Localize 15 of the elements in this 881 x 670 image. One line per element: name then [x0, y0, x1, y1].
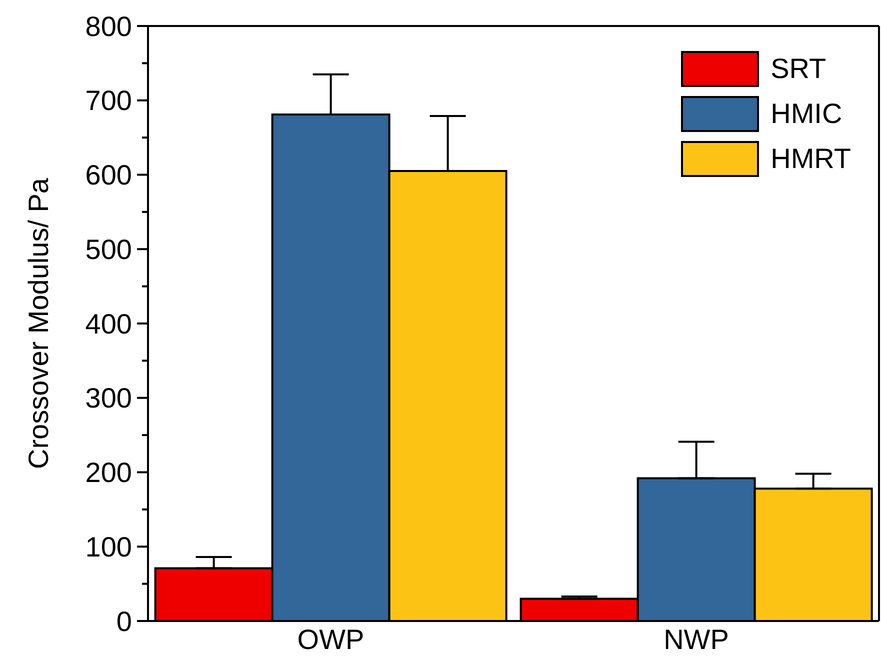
y-tick-label: 200 [85, 457, 132, 488]
legend-label: HMRT [770, 142, 851, 174]
legend-label: SRT [770, 52, 826, 84]
x-tick-label: OWP [297, 624, 364, 655]
y-tick-label: 300 [85, 382, 132, 414]
y-tick-label: 500 [85, 234, 132, 265]
y-tick-label: 800 [85, 10, 132, 42]
y-tick-label: 100 [85, 531, 132, 562]
y-tick-label: 400 [85, 308, 132, 340]
y-tick-label: 600 [85, 160, 132, 191]
y-tick-label: 700 [85, 85, 132, 116]
y-axis-title: Crossover Modulus/ Pa [22, 178, 54, 470]
legend-label: HMIC [770, 98, 842, 130]
x-tick-label: NWP [664, 624, 729, 655]
y-tick-label: 0 [116, 606, 132, 637]
